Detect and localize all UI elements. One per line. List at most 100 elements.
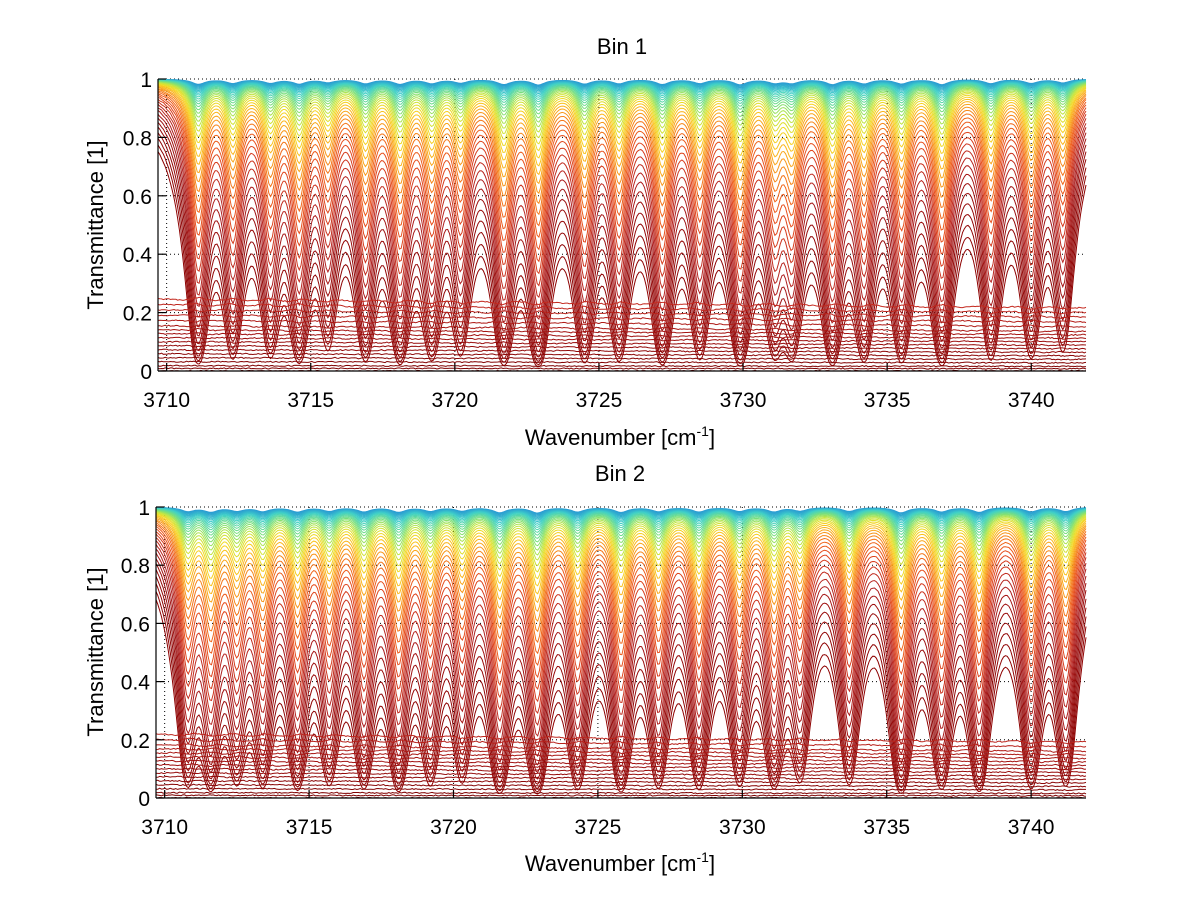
spectrum-series <box>157 103 1087 299</box>
x-tick-label: 3730 <box>720 389 767 412</box>
spectrum-series <box>157 80 1087 111</box>
spectrum-series <box>157 101 1087 287</box>
baseline-series <box>157 324 1087 333</box>
spectrum-series <box>157 88 1087 195</box>
spectrum-series <box>155 507 1087 521</box>
x-axis-label-suffix: ] <box>709 425 715 450</box>
spectrum-series <box>155 531 1087 690</box>
baseline-series <box>155 787 1086 792</box>
spectrum-series <box>157 79 1087 95</box>
spectrum-series <box>157 89 1087 205</box>
x-axis-label: Wavenumber [cm-1] <box>525 423 715 450</box>
series-group <box>157 78 1087 372</box>
series-group <box>155 507 1087 799</box>
spectrum-series <box>155 510 1087 551</box>
spectrum-series <box>157 97 1087 263</box>
spectrum-series <box>157 151 1087 368</box>
x-tick-label: 3740 <box>1008 389 1055 412</box>
x-tick-label: 3710 <box>141 816 188 839</box>
spectrum-series <box>157 79 1087 96</box>
spectrum-series <box>157 94 1087 251</box>
spectrum-series <box>155 523 1087 655</box>
x-axis-label-superscript: -1 <box>697 423 710 439</box>
spectrum-series <box>157 110 1087 320</box>
x-tick-label: 3720 <box>430 816 477 839</box>
y-axis-ticks: 0 0.2 0.4 0.6 0.8 1 <box>121 497 164 811</box>
spectrum-series <box>155 509 1087 536</box>
baseline-series <box>157 336 1087 343</box>
baseline-series <box>155 732 1087 745</box>
spectrum-series <box>155 513 1087 573</box>
y-tick-label: 1 <box>138 497 150 520</box>
spectrum-series <box>155 507 1087 523</box>
chart-title: Bin 1 <box>597 34 647 59</box>
spectrum-series <box>155 576 1087 785</box>
spectrum-series <box>157 144 1087 366</box>
spectrum-series <box>157 93 1087 239</box>
spectrum-series <box>155 511 1087 561</box>
spectrum-series <box>155 540 1087 727</box>
spectrum-series <box>157 80 1087 103</box>
baseline-series <box>155 743 1087 754</box>
spectrum-series <box>157 83 1087 145</box>
baseline-series <box>157 340 1087 347</box>
baseline-series <box>155 794 1087 797</box>
baseline-series <box>157 356 1087 361</box>
baseline-series <box>155 767 1087 774</box>
x-tick-label: 3715 <box>286 816 333 839</box>
baseline-series <box>155 783 1087 788</box>
x-axis-label: Wavenumber [cm-1] <box>525 849 715 876</box>
baseline-series <box>155 791 1087 795</box>
y-tick-label: 0.4 <box>121 672 151 695</box>
spectrum-series <box>157 92 1087 227</box>
spectrum-series <box>157 84 1087 152</box>
spectrum-series <box>157 132 1087 358</box>
baseline-series <box>157 360 1087 364</box>
baseline-series <box>155 737 1087 749</box>
spectrum-series <box>155 508 1087 526</box>
spectrum-series <box>155 510 1087 547</box>
x-tick-label: 3730 <box>719 816 766 839</box>
baseline-series <box>155 759 1086 768</box>
baseline-series <box>155 747 1087 757</box>
spectrum-series <box>155 544 1087 737</box>
spectrum-series <box>155 569 1087 780</box>
baseline-series <box>157 296 1087 310</box>
x-tick-label: 3740 <box>1008 816 1055 839</box>
spectrum-series <box>155 552 1087 757</box>
spectrum-series <box>155 515 1087 595</box>
spectrum-series <box>155 533 1087 703</box>
spectrum-series <box>157 90 1087 216</box>
y-tick-label: 0.8 <box>123 127 152 150</box>
spectrum-series <box>155 509 1087 539</box>
baseline-series <box>155 763 1087 771</box>
spectrum-series <box>155 526 1087 667</box>
spectrum-series <box>157 80 1087 105</box>
axes <box>157 79 1086 372</box>
spectrum-series <box>157 79 1087 93</box>
x-axis-label-main: Wavenumber [cm <box>525 425 697 450</box>
x-tick-label: 3720 <box>431 389 478 412</box>
chart-title: Bin 2 <box>595 461 645 486</box>
y-tick-label: 1 <box>140 69 152 92</box>
x-tick-label: 3710 <box>143 389 190 412</box>
baseline-series <box>157 352 1087 358</box>
baseline-series <box>157 319 1087 329</box>
spectrum-series <box>157 80 1087 108</box>
x-axis-ticks: 3710 3715 3720 3725 3730 3735 3740 <box>143 363 1055 412</box>
spectrum-series <box>155 511 1087 556</box>
spectrum-series <box>157 81 1087 115</box>
spectrum-series <box>155 512 1087 567</box>
spectrum-series <box>156 507 1087 520</box>
baseline-series <box>157 344 1087 350</box>
spectrum-series <box>155 517 1087 613</box>
spectrum-series <box>157 107 1087 310</box>
baseline-series <box>157 348 1087 354</box>
x-tick-label: 3725 <box>575 816 622 839</box>
baseline-series <box>155 755 1087 764</box>
y-tick-label: 0.6 <box>123 186 152 209</box>
spectrum-series <box>155 508 1087 524</box>
spectrum-series <box>155 519 1087 623</box>
y-tick-label: 0.4 <box>123 244 153 267</box>
y-tick-label: 0 <box>138 788 150 811</box>
